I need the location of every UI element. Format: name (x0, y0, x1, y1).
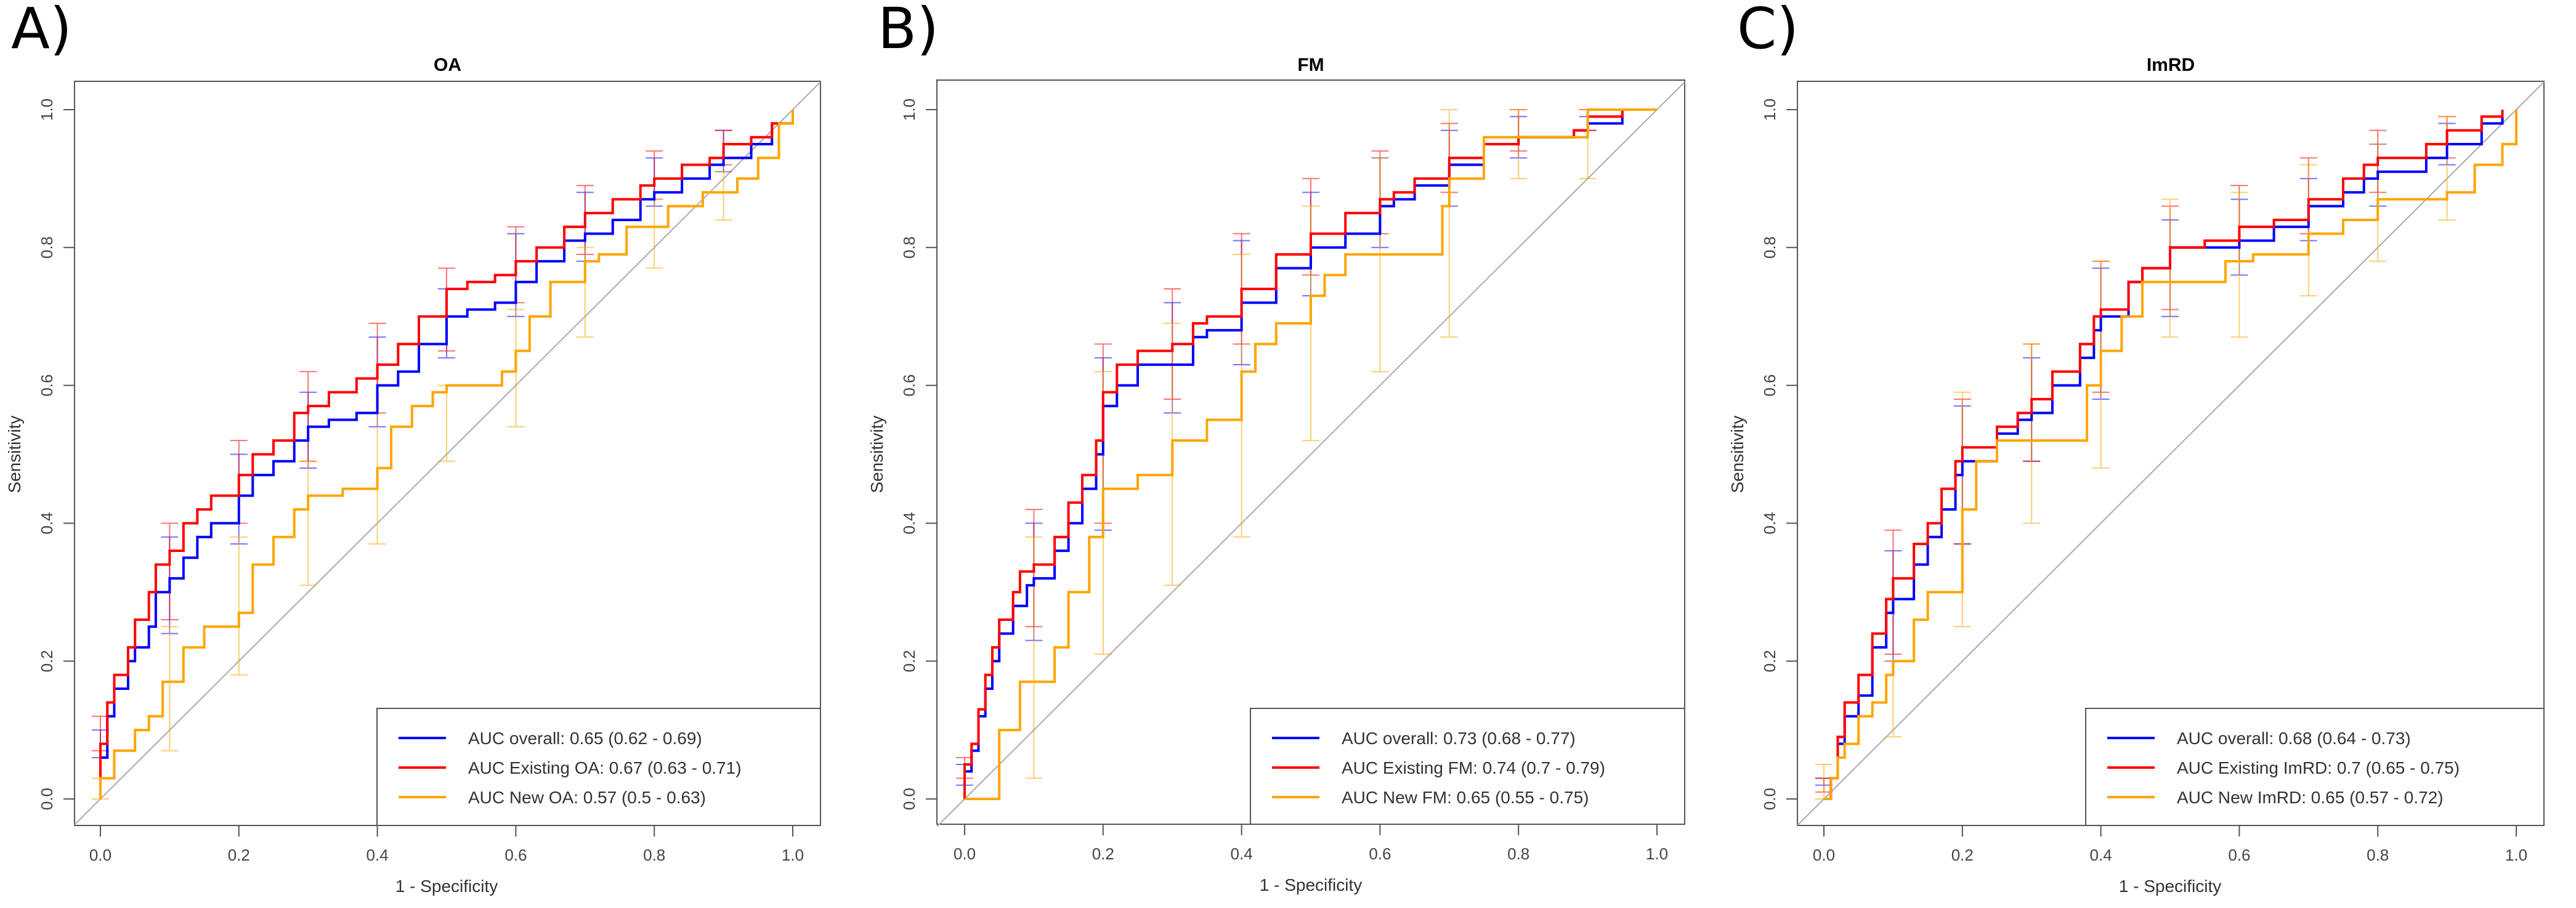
roc-curve-series-2 (99, 110, 794, 799)
legend: AUC overall: 0.73 (0.68 - 0.77) AUC Exist… (1250, 708, 1685, 825)
ci-bar (438, 384, 455, 462)
roc-curve-series-2 (1824, 110, 2517, 800)
legend-label-series-1: AUC Existing FM: 0.74 (0.7 - 0.79) (1342, 758, 1605, 777)
ci-bar (161, 522, 179, 621)
x-tick-label: 0.8 (643, 846, 665, 864)
ci-bar (299, 371, 317, 462)
y-axis-label: Sensitivity (1728, 415, 1747, 493)
legend-box (376, 708, 821, 826)
roc-curve-series-0 (1824, 116, 2504, 800)
x-tick-label: 0.0 (1813, 846, 1835, 864)
legend-box (2085, 708, 2545, 826)
x-axis-label: 1 - Specificity (1260, 875, 1363, 894)
roc-panel-fm: B) FM 0.0 0.2 0.4 0.6 0.8 1.0 0.0 0.2 0.4 0.6 0.8 1.0… (867, 0, 1685, 894)
roc-panel-imrd: C) ImRD 0.0 0.2 0.4 0.6 0.8 1.0 0.0 0.2 0.4 0.6 0.8 1… (1728, 0, 2545, 896)
ci-bar (230, 536, 248, 676)
y-tick-label: 0.6 (38, 375, 56, 397)
ci-bar (299, 460, 317, 586)
legend-label-series-2: AUC New FM: 0.65 (0.55 - 0.75) (1342, 788, 1589, 807)
ci-bar (646, 198, 663, 269)
x-tick-label: 0.8 (2367, 846, 2389, 864)
ci-bar (2299, 164, 2317, 297)
ci-bar (715, 171, 732, 221)
y-tick-label: 0.4 (1760, 512, 1779, 534)
y-tick-label: 1.0 (1760, 99, 1779, 121)
ci-bar (1371, 157, 1389, 373)
y-tick-label: 0.8 (1760, 237, 1779, 259)
ci-bar (1025, 536, 1043, 779)
legend-label-series-1: AUC Existing ImRD: 0.7 (0.65 - 0.75) (2177, 758, 2460, 777)
legend: AUC overall: 0.65 (0.62 - 0.69) AUC Exist… (376, 708, 821, 826)
x-tick-label: 0.4 (2090, 846, 2112, 864)
legend: AUC overall: 0.68 (0.64 - 0.73) AUC Exist… (2085, 708, 2545, 826)
reference-diagonal-line (1797, 81, 2545, 826)
ci-bar (2230, 192, 2248, 338)
y-tick-label: 1.0 (900, 99, 918, 121)
legend-label-series-0: AUC overall: 0.65 (0.62 - 0.69) (468, 729, 702, 748)
y-tick-label: 0.6 (1760, 375, 1779, 397)
roc-curve-series-2 (965, 108, 1657, 800)
x-axis-label: 1 - Specificity (2119, 877, 2222, 896)
y-tick-label: 0.0 (1760, 788, 1779, 810)
y-tick-label: 0.0 (900, 788, 918, 810)
roc-panel-oa: A) OA 0.0 0.2 0.4 0.6 0.8 1.0 0.0 0.2 0.4 0.6 0.8 1.0… (5, 0, 821, 896)
x-axis-label: 1 - Specificity (395, 877, 498, 896)
x-tick-label: 0.6 (2228, 846, 2250, 864)
legend-label-series-0: AUC overall: 0.73 (0.68 - 0.77) (1342, 729, 1576, 748)
x-tick-label: 0.4 (367, 846, 389, 864)
y-tick-label: 0.4 (38, 512, 56, 534)
y-tick-label: 0.2 (900, 650, 918, 672)
y-tick-label: 0.8 (38, 237, 56, 259)
legend-label-series-1: AUC Existing OA: 0.67 (0.63 - 0.71) (468, 758, 742, 777)
panel-label: A) (11, 0, 72, 62)
y-axis-label: Sensitivity (5, 415, 24, 493)
y-tick-label: 0.4 (900, 512, 918, 534)
legend-label-series-2: AUC New OA: 0.57 (0.5 - 0.63) (468, 788, 706, 807)
x-tick-label: 0.8 (1507, 845, 1529, 863)
y-tick-label: 1.0 (38, 99, 56, 121)
y-tick-label: 0.2 (1760, 650, 1779, 672)
panel-title: FM (1297, 55, 1324, 75)
x-tick-label: 1.0 (782, 846, 804, 864)
panel-title: OA (434, 55, 461, 75)
panel-title: ImRD (2147, 55, 2195, 75)
legend-label-series-2: AUC New ImRD: 0.65 (0.57 - 0.72) (2177, 788, 2444, 807)
panel-label: C) (1737, 0, 1799, 62)
legend-label-series-0: AUC overall: 0.68 (0.64 - 0.73) (2177, 729, 2411, 748)
x-tick-label: 1.0 (2505, 846, 2527, 864)
x-tick-label: 0.0 (89, 846, 111, 864)
ci-bar (1440, 109, 1458, 338)
ci-bar (161, 626, 179, 752)
roc-curve-series-1 (99, 110, 794, 799)
x-tick-label: 0.6 (1369, 845, 1391, 863)
roc-curve-series-1 (1824, 110, 2504, 800)
roc-curve-series-0 (99, 110, 794, 799)
y-tick-label: 0.2 (38, 650, 56, 672)
x-tick-label: 0.4 (1231, 845, 1253, 863)
y-axis-label: Sensitivity (867, 415, 886, 493)
y-tick-label: 0.6 (900, 375, 918, 397)
legend-box (1250, 708, 1685, 825)
roc-curve-series-0 (963, 110, 1624, 799)
x-tick-label: 0.0 (954, 845, 976, 863)
y-tick-label: 0.0 (38, 788, 56, 810)
x-tick-label: 0.2 (1951, 846, 1974, 864)
x-tick-label: 0.6 (504, 846, 527, 864)
x-tick-label: 1.0 (1646, 845, 1668, 863)
ci-bar (2023, 343, 2041, 524)
x-tick-label: 0.2 (1092, 845, 1114, 863)
y-tick-label: 0.8 (900, 237, 918, 259)
x-tick-label: 0.2 (228, 846, 250, 864)
panel-label: B) (878, 0, 939, 62)
roc-curve-series-1 (963, 110, 1624, 799)
reference-diagonal-line (936, 81, 1685, 827)
